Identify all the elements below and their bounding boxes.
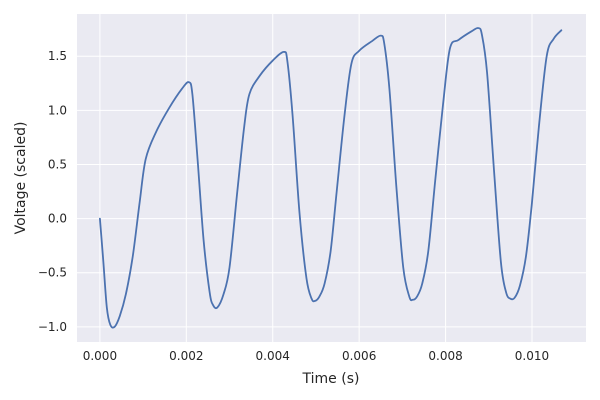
x-tick-label: 0.002	[169, 349, 203, 363]
y-gridlines	[77, 55, 586, 328]
voltage-series-line	[99, 27, 563, 329]
y-tick-label: −0.5	[38, 266, 67, 280]
y-tick-labels: −1.0 −0.5 0.0 0.5 1.0 1.5	[38, 49, 67, 334]
x-tick-label: 0.006	[342, 349, 376, 363]
y-axis-label: Voltage (scaled)	[13, 122, 29, 235]
y-tick-label: 1.0	[48, 103, 67, 117]
x-tick-labels: 0.000 0.002 0.004 0.006 0.008 0.010	[83, 349, 549, 363]
x-tick-label: 0.004	[256, 349, 290, 363]
x-axis-label: Time (s)	[302, 371, 360, 387]
y-tick-label: 0.0	[48, 212, 67, 226]
x-tick-label: 0.008	[428, 349, 462, 363]
y-tick-label: −1.0	[38, 320, 67, 334]
y-tick-label: 0.5	[48, 157, 67, 171]
x-tick-label: 0.010	[515, 349, 549, 363]
x-gridlines	[99, 14, 533, 342]
plot-area-background	[77, 14, 586, 342]
y-tick-label: 1.5	[48, 49, 67, 63]
x-tick-label: 0.000	[83, 349, 117, 363]
